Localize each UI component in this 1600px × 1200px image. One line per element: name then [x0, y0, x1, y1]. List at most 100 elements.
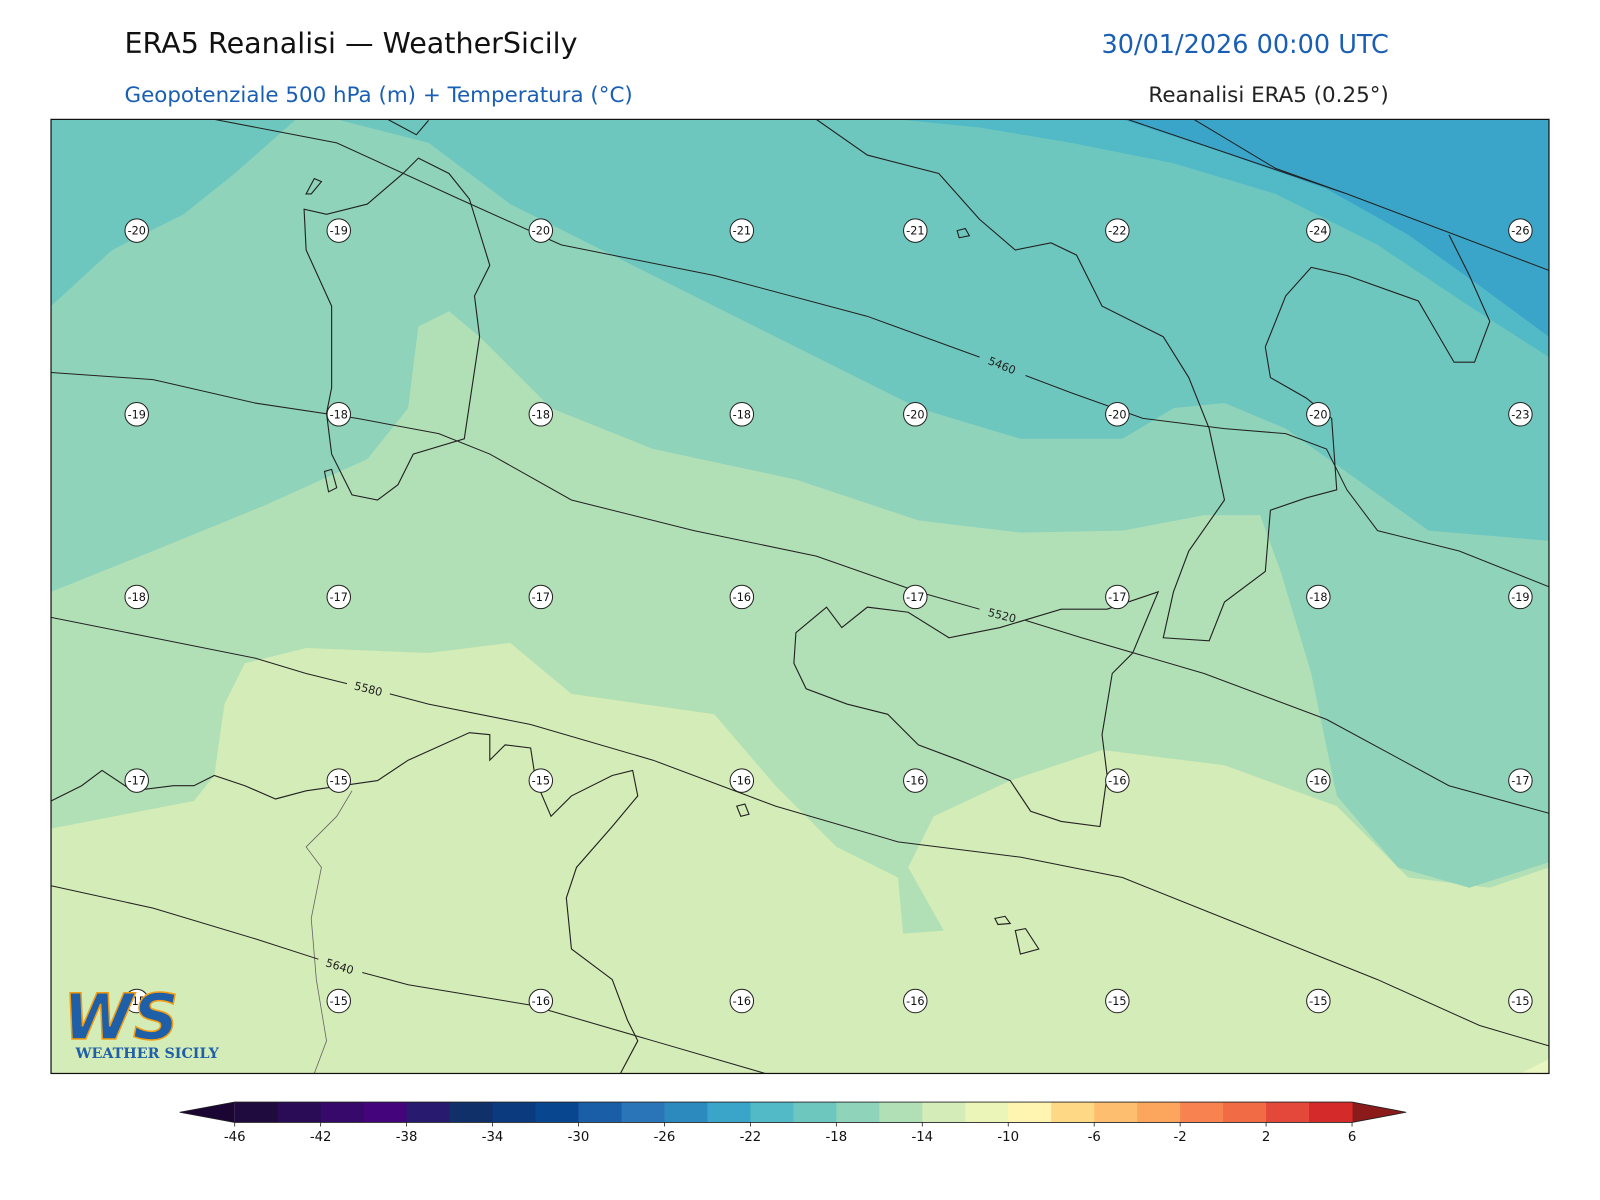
colorbar-tick-label: -38: [396, 1130, 418, 1145]
station-value: -15: [1511, 995, 1529, 1008]
station-marker: [326, 402, 352, 427]
colorbar-segment: [750, 1102, 794, 1123]
station-value: -15: [330, 995, 348, 1008]
colorbar-segment: [1309, 1102, 1353, 1123]
station-value: -18: [532, 408, 550, 421]
station-marker: [1508, 584, 1533, 610]
station-marker: [326, 584, 352, 610]
station-marker: [1306, 988, 1331, 1014]
colorbar-segment: [664, 1102, 708, 1123]
station-value: -18: [1309, 591, 1327, 604]
colorbar-segment: [449, 1102, 494, 1123]
colorbar-segment: [836, 1102, 880, 1123]
fill-band: [1122, 119, 1549, 337]
fill-band: [336, 119, 1549, 541]
station-value: -15: [330, 775, 348, 788]
map-area: -20 -19 -20 -21 -21 -22 -24 -26 -19 -18 -18 -18 -20 -…: [51, 119, 1549, 1074]
colorbar-tick-label: -2: [1174, 1130, 1187, 1145]
colorbar-segment: [406, 1102, 451, 1123]
colorbar-segment: [492, 1102, 537, 1123]
fill-band: [51, 119, 296, 307]
colorbar-over: [1352, 1102, 1407, 1123]
station-marker: [326, 768, 352, 793]
station-value: -26: [1511, 225, 1529, 238]
station-marker: [903, 402, 928, 427]
station-value: -15: [1108, 995, 1126, 1008]
colorbar-tick-label: -42: [310, 1130, 332, 1145]
station-value: -20: [1309, 408, 1327, 421]
colorbar-tick-label: 2: [1262, 1130, 1270, 1145]
station-value: -21: [733, 225, 751, 238]
colorbar-tick-label: -34: [482, 1130, 504, 1145]
colorbar-tick-label: -14: [911, 1130, 933, 1145]
isohypse: [51, 616, 1549, 1047]
colorbar-segment: [1137, 1102, 1181, 1123]
station-marker: [528, 988, 554, 1014]
station-value: -19: [330, 225, 348, 238]
station-marker: [729, 584, 755, 610]
colorbar-tick-label: -26: [654, 1130, 676, 1145]
colorbar-segment: [793, 1102, 837, 1123]
station-value: -18: [330, 408, 348, 421]
station-marker: [124, 218, 149, 243]
station-value: -17: [532, 591, 550, 604]
isohypse: [1127, 119, 1549, 271]
source: Reanalisi ERA5 (0.25°): [1148, 83, 1388, 108]
coastline: [303, 157, 491, 501]
station-marker: [1105, 584, 1130, 610]
colorbar-segment: [1223, 1102, 1267, 1123]
station-value: -17: [330, 591, 348, 604]
colorbar-tick-label: -46: [224, 1130, 246, 1145]
logo-mark: WS: [63, 980, 178, 1054]
station-marker: [326, 218, 352, 243]
station-marker: [124, 584, 149, 610]
logo-name: WEATHER SICILY: [75, 1046, 220, 1062]
colorbar-segment: [234, 1102, 279, 1123]
station-value: -18: [733, 408, 751, 421]
station-marker: [729, 218, 755, 243]
station-marker: [528, 218, 554, 243]
station-marker: [1306, 402, 1331, 427]
colorbar: -46 -42 -38 -34 -30 -26 -22 -18 -14 -10 -6 -2 2 6: [179, 1101, 1407, 1145]
station-value: -16: [733, 995, 751, 1008]
station-marker: [1508, 988, 1533, 1014]
station-value: -15: [532, 775, 550, 788]
coastline: [305, 177, 338, 493]
colorbar-segment: [578, 1102, 622, 1123]
station-value: -17: [1511, 775, 1529, 788]
station-marker: [1508, 402, 1533, 427]
colorbar-tick-label: -30: [568, 1130, 590, 1145]
colorbar-segment: [320, 1102, 365, 1123]
station-value: -20: [128, 225, 146, 238]
border: [305, 790, 353, 1074]
coastline: [51, 732, 639, 1074]
coastline: [387, 119, 429, 136]
station-marker: [729, 768, 755, 793]
subtitle: Geopotenziale 500 hPa (m) + Temperatura …: [124, 83, 632, 108]
station-value: -19: [1511, 591, 1529, 604]
stations: -20 -19 -20 -21 -21 -22 -24 -26 -19 -18 -18 -18 -20 -…: [124, 218, 1533, 1014]
colorbar-tick-label: -10: [997, 1130, 1019, 1145]
logo: WS WEATHER SICILY: [62, 979, 220, 1062]
station-value: -20: [906, 408, 924, 421]
colorbar-segment: [1008, 1102, 1052, 1123]
isohypse: [51, 371, 1549, 814]
station-marker: [1105, 218, 1130, 243]
station-marker: [1508, 218, 1533, 243]
colorbar-segment: [707, 1102, 751, 1123]
station-value: -23: [1511, 408, 1529, 421]
coastline: [735, 227, 1040, 955]
colorbar-segment: [621, 1102, 665, 1123]
station-marker: [729, 988, 755, 1014]
station-marker: [124, 988, 149, 1014]
colorbar-segment: [922, 1102, 966, 1123]
station-marker: [528, 768, 554, 793]
station-value: -15: [1309, 995, 1327, 1008]
station-value: -21: [906, 225, 924, 238]
station-value: -16: [906, 995, 924, 1008]
colorbar-segment: [879, 1102, 923, 1123]
colorbar-under: [179, 1102, 235, 1123]
colorbar-segment: [277, 1102, 322, 1123]
colorbar-segment: [1051, 1102, 1095, 1123]
